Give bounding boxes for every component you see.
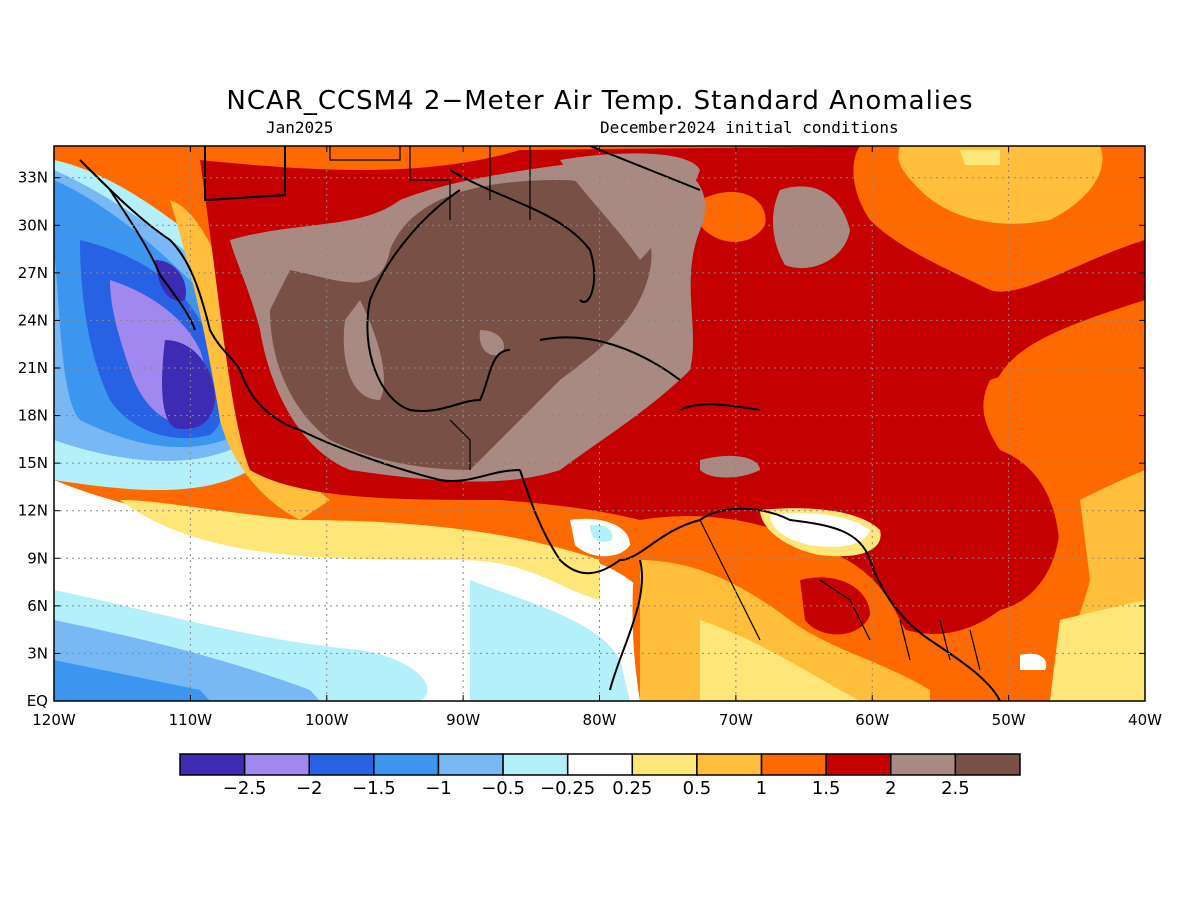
colorbar-swatch xyxy=(437,753,504,776)
lon-tick-label: 60W xyxy=(855,711,889,729)
lat-tick-label: 18N xyxy=(18,407,48,425)
initial-conditions: December2024 initial conditions xyxy=(600,118,899,137)
colorbar-label: 1 xyxy=(756,778,767,799)
anomaly-field xyxy=(54,146,1145,701)
colorbar-swatch xyxy=(760,753,827,776)
coastlines xyxy=(79,146,1001,701)
colorbar-swatch xyxy=(179,753,246,776)
colorbar-swatch xyxy=(308,753,375,776)
lon-tick-label: 100W xyxy=(305,711,349,729)
colorbar-label: 0.5 xyxy=(683,778,712,799)
gridlines xyxy=(54,146,1145,701)
lon-tick-label: 50W xyxy=(992,711,1026,729)
lat-tick-label: 27N xyxy=(18,264,48,282)
colorbar-label: −0.25 xyxy=(540,778,595,799)
longitude-axis: 120W 110W 100W 90W 80W 70W 60W 50W 40W xyxy=(32,146,1162,729)
lon-tick-label: 70W xyxy=(719,711,753,729)
lon-tick-label: 120W xyxy=(32,711,76,729)
colorbar-label: −1 xyxy=(425,778,452,799)
lon-tick-label: 40W xyxy=(1128,711,1162,729)
lon-tick-label: 110W xyxy=(169,711,213,729)
lon-tick-label: 90W xyxy=(446,711,480,729)
lat-tick-label: 15N xyxy=(18,454,48,472)
colorbar-swatch xyxy=(954,753,1021,776)
lat-tick-label: 9N xyxy=(27,549,48,567)
colorbar-swatch xyxy=(890,753,957,776)
field-extreme-warm xyxy=(270,180,652,470)
colorbar-swatch xyxy=(502,753,569,776)
colorbar-swatch xyxy=(696,753,763,776)
colorbar-swatch xyxy=(631,753,698,776)
colorbar-label: −0.5 xyxy=(481,778,525,799)
map-title: NCAR_CCSM4 2−Meter Air Temp. Standard An… xyxy=(226,86,974,116)
colorbar-label: −2 xyxy=(296,778,323,799)
lat-tick-label: 30N xyxy=(18,216,48,234)
colorbar-swatch xyxy=(825,753,892,776)
colorbar-label: 0.25 xyxy=(612,778,652,799)
lat-tick-label: 24N xyxy=(18,311,48,329)
colorbar-swatch xyxy=(373,753,440,776)
lat-tick-label: EQ xyxy=(27,692,48,710)
lat-tick-label: 33N xyxy=(18,169,48,187)
lat-tick-label: 21N xyxy=(18,359,48,377)
lat-tick-label: 6N xyxy=(27,597,48,615)
borders xyxy=(329,146,981,671)
lon-tick-label: 80W xyxy=(583,711,617,729)
lat-tick-label: 3N xyxy=(27,644,48,662)
forecast-month: Jan2025 xyxy=(266,118,334,137)
latitude-axis: 33N 30N 27N 24N 21N 18N 15N 12N 9N 6N 3N EQ xyxy=(18,169,1145,710)
colorbar-label: 1.5 xyxy=(812,778,841,799)
colorbar-label: −1.5 xyxy=(352,778,396,799)
colorbar-label: −2.5 xyxy=(223,778,267,799)
lat-tick-label: 12N xyxy=(18,502,48,520)
colorbar-label: 2.5 xyxy=(941,778,970,799)
colorbar-swatch xyxy=(566,753,634,776)
colorbar-swatch xyxy=(243,753,310,776)
colorbar: −2.5 −2 −1.5 −1 −0.5 −0.25 0.25 0.5 1 1.5 2 2.5 xyxy=(179,753,1021,799)
colorbar-label: 2 xyxy=(885,778,896,799)
